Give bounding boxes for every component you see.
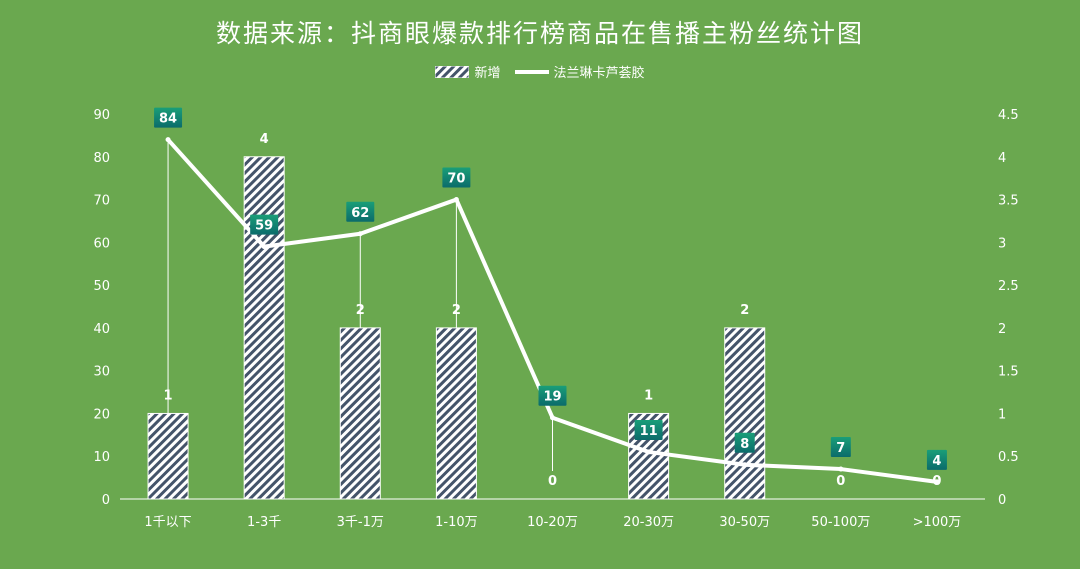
x-tick-label: 1千以下 bbox=[144, 515, 191, 530]
line-data-label: 62 bbox=[351, 206, 369, 221]
line-data-label: 84 bbox=[159, 112, 177, 127]
x-tick-label: 3千-1万 bbox=[337, 515, 384, 530]
y-left-tick-label: 80 bbox=[93, 151, 110, 166]
bar bbox=[339, 327, 381, 500]
line-point bbox=[453, 197, 459, 203]
axes-group: 010203040506070809000.511.522.533.544.51… bbox=[93, 108, 1018, 530]
chart-title: 数据来源：抖商眼爆款排行榜商品在售播主粉丝统计图 bbox=[215, 19, 864, 48]
legend-line-label: 法兰琳卡芦荟胶 bbox=[553, 66, 645, 81]
y-right-tick-label: 2.5 bbox=[998, 279, 1019, 294]
y-left-tick-label: 10 bbox=[93, 450, 110, 465]
line-point bbox=[646, 449, 652, 455]
bar-data-label: 2 bbox=[356, 303, 365, 318]
y-left-tick-label: 50 bbox=[93, 279, 110, 294]
bar-data-label: 2 bbox=[740, 303, 749, 318]
bar-data-label: 0 bbox=[836, 474, 845, 489]
bar-data-label: 4 bbox=[260, 132, 269, 147]
line-data-label: 7 bbox=[836, 441, 845, 456]
line-label-box bbox=[926, 449, 947, 470]
y-left-tick-label: 30 bbox=[93, 365, 110, 380]
legend: 新增 法兰琳卡芦荟胶 bbox=[0, 62, 1080, 81]
y-left-tick-label: 90 bbox=[93, 108, 110, 123]
x-tick-label: >100万 bbox=[913, 515, 962, 530]
x-tick-label: 30-50万 bbox=[719, 515, 770, 530]
line-data-label: 59 bbox=[255, 219, 273, 234]
bar-data-label: 0 bbox=[932, 474, 941, 489]
bars-group bbox=[147, 156, 766, 500]
y-right-tick-label: 1.5 bbox=[998, 365, 1019, 380]
x-tick-label: 1-10万 bbox=[435, 515, 478, 530]
line-point bbox=[742, 462, 748, 468]
drop-lines-group bbox=[167, 139, 553, 471]
line-label-box bbox=[154, 107, 183, 128]
y-right-tick-label: 1 bbox=[998, 407, 1006, 422]
line-data-label: 4 bbox=[932, 454, 941, 469]
legend-item-line: 法兰琳卡芦荟胶 bbox=[514, 62, 645, 81]
line-point bbox=[165, 137, 171, 143]
y-right-tick-label: 3 bbox=[998, 236, 1006, 251]
line-point bbox=[934, 479, 940, 485]
y-right-tick-label: 3.5 bbox=[998, 194, 1019, 209]
y-right-tick-label: 0 bbox=[998, 493, 1006, 508]
bar bbox=[243, 156, 285, 500]
y-left-tick-label: 20 bbox=[93, 407, 110, 422]
legend-item-bar: 新增 bbox=[435, 62, 501, 81]
bar bbox=[435, 327, 477, 500]
x-tick-label: 10-20万 bbox=[527, 515, 578, 530]
line-label-box bbox=[538, 385, 567, 406]
y-right-tick-label: 2 bbox=[998, 322, 1006, 337]
legend-bar-label: 新增 bbox=[474, 66, 501, 81]
x-tick-label: 50-100万 bbox=[811, 515, 870, 530]
line-point bbox=[550, 415, 555, 421]
line-point bbox=[838, 466, 844, 472]
line-data-label: 70 bbox=[447, 172, 465, 187]
bar-data-label: 1 bbox=[644, 388, 653, 403]
line-series-group bbox=[165, 137, 940, 485]
line-label-box bbox=[250, 214, 279, 235]
y-left-tick-label: 70 bbox=[93, 194, 110, 209]
y-right-tick-label: 4 bbox=[998, 151, 1006, 166]
data-labels-group: 1 4 2 2 0 1 2 0 0 84 59 62 70 19 11 8 7 4 bbox=[154, 107, 947, 489]
y-right-tick-label: 4.5 bbox=[998, 108, 1019, 123]
line-label-box bbox=[830, 437, 851, 458]
line-label-box bbox=[634, 419, 663, 440]
line-point bbox=[261, 244, 267, 250]
x-tick-label: 1-3千 bbox=[247, 515, 281, 530]
y-left-tick-label: 40 bbox=[93, 322, 110, 337]
legend-bar-swatch bbox=[435, 65, 470, 78]
y-left-tick-label: 60 bbox=[93, 236, 110, 251]
line-data-label: 11 bbox=[640, 424, 658, 439]
line-data-label: 19 bbox=[543, 390, 561, 405]
x-tick-label: 20-30万 bbox=[623, 515, 674, 530]
bar-data-label: 1 bbox=[164, 388, 173, 403]
line-point bbox=[357, 231, 363, 237]
bar bbox=[147, 412, 189, 500]
bar bbox=[724, 327, 766, 500]
bar-data-label: 2 bbox=[452, 303, 461, 318]
bar-data-label: 0 bbox=[548, 474, 557, 489]
line-label-box bbox=[346, 201, 375, 222]
legend-line-swatch bbox=[514, 69, 549, 74]
line-label-box bbox=[442, 167, 471, 188]
y-left-tick-label: 0 bbox=[102, 493, 110, 508]
y-right-tick-label: 0.5 bbox=[998, 450, 1019, 465]
line-label-box bbox=[734, 432, 755, 453]
line-data-label: 8 bbox=[740, 437, 749, 452]
